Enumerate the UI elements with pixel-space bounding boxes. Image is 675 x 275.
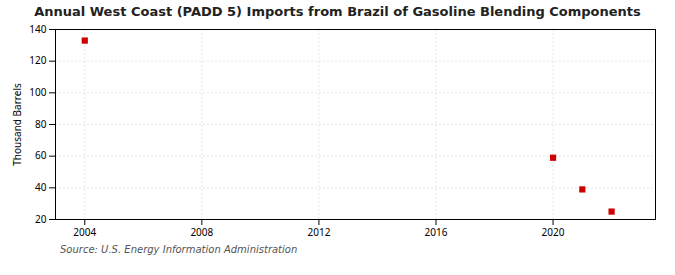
svg-text:2020: 2020 <box>542 225 565 239</box>
svg-text:60: 60 <box>35 148 47 162</box>
svg-text:2004: 2004 <box>73 225 96 239</box>
svg-text:2016: 2016 <box>425 225 448 239</box>
svg-text:140: 140 <box>29 22 46 36</box>
html-text:Source: U.S. Energy Informatio: Source: U.S. Energy Information Administ… <box>60 244 298 255</box>
svg-text:40: 40 <box>35 180 47 194</box>
svg-text:120: 120 <box>29 53 46 67</box>
svg-text:Thousand Barrels: Thousand Barrels <box>10 83 24 166</box>
svg-text:80: 80 <box>35 117 47 131</box>
html-text:Annual West Coast (PADD 5) Imp: Annual West Coast (PADD 5) Imports from … <box>34 4 641 19</box>
svg-text:2012: 2012 <box>307 225 330 239</box>
svg-text:20: 20 <box>35 212 47 226</box>
svg-text:100: 100 <box>29 85 46 99</box>
svg-text:2008: 2008 <box>190 225 213 239</box>
